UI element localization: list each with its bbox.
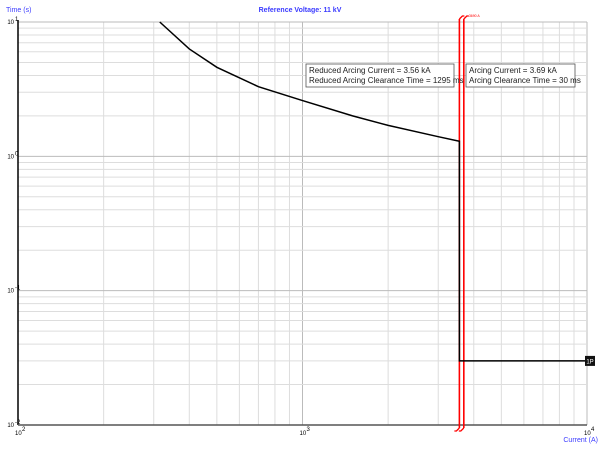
y-tick-exponent: 1 (15, 17, 19, 23)
marker-hook-bottom (454, 427, 460, 432)
x-tick-exponent: 4 (591, 427, 595, 433)
annotation-arcing: Arcing Current = 3.69 kA Arcing Clearanc… (465, 63, 581, 88)
marker-hook-top (458, 15, 465, 20)
annotation-reduced: Reduced Arcing Current = 3.56 kA Reduced… (305, 63, 464, 88)
x-tick-label: 10 (15, 431, 22, 437)
y-tick-label: 10 (7, 154, 14, 160)
x-axis-label: Current (A) (563, 437, 598, 444)
series-line (159, 21, 587, 362)
marker-hook-bottom (458, 427, 465, 432)
annotation-line: Arcing Clearance Time = 30 ms (469, 76, 581, 85)
chart-title: Reference Voltage: 11 kV (259, 7, 342, 14)
series-label: 1P (586, 359, 593, 365)
y-tick-label: 10 (7, 423, 14, 429)
y-tick-exponent: -1 (15, 286, 21, 292)
y-tick-exponent: 0 (15, 151, 19, 157)
x-tick-exponent: 3 (307, 427, 311, 433)
x-tick-label: 10 (584, 431, 591, 437)
y-tick-label: 10 (7, 20, 14, 26)
marker-label: 3690 A (469, 14, 481, 18)
grid (17, 20, 588, 426)
annotation-line: Arcing Current = 3.69 kA (469, 66, 557, 75)
y-tick-exponent: -2 (15, 420, 21, 426)
series-label-box (585, 355, 595, 366)
x-tick-label: 10 (300, 431, 307, 437)
y-axis-label: Time (s) (6, 7, 31, 14)
marker-hook-top (463, 15, 469, 20)
annotation-line: Reduced Arcing Clearance Time = 1295 ms (309, 76, 464, 85)
y-tick-label: 10 (7, 289, 14, 295)
annotation-line: Reduced Arcing Current = 3.56 kA (309, 66, 431, 75)
x-tick-exponent: 2 (22, 427, 26, 433)
